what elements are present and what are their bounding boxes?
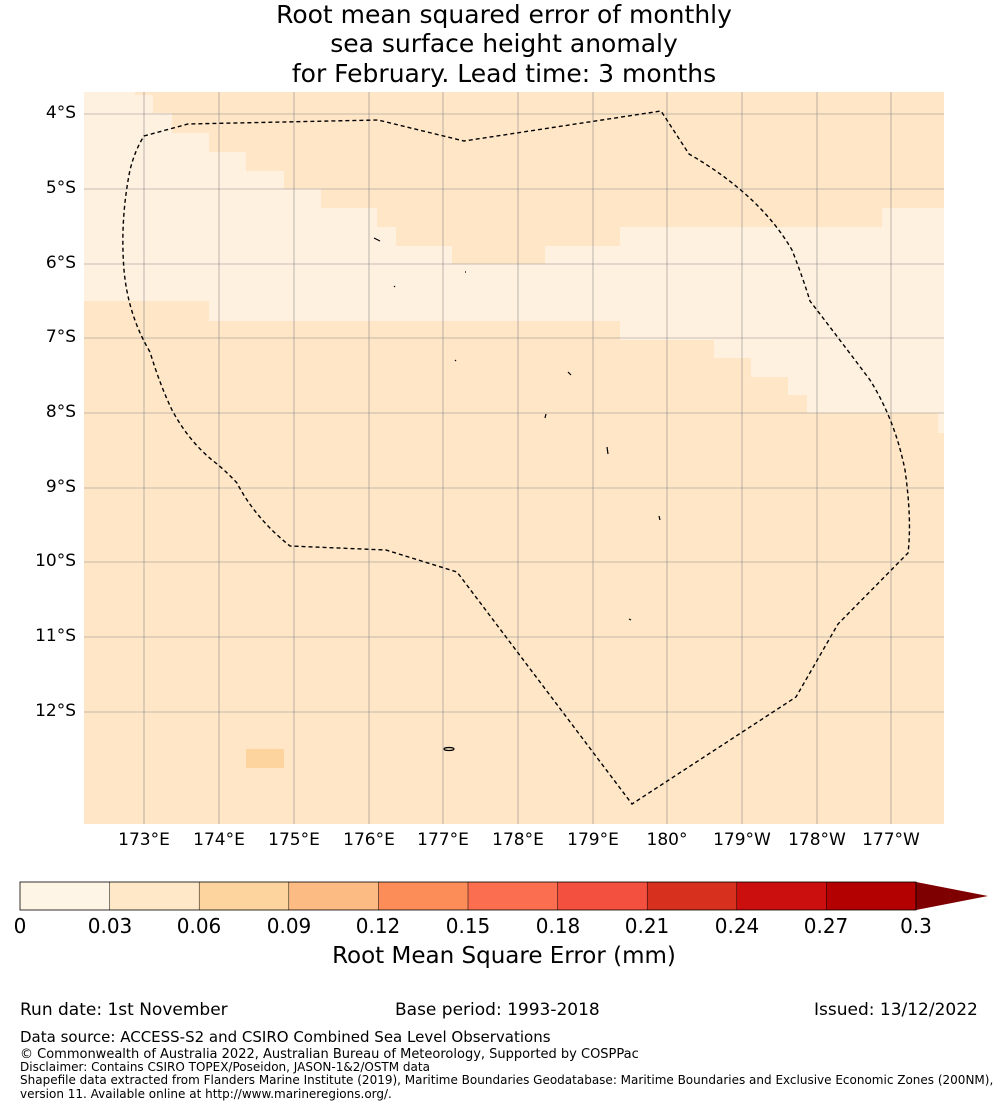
island [393, 285, 396, 288]
lon-label-173e: 173°E [118, 830, 170, 850]
colorbar-frame [19, 881, 917, 911]
colorbar-tick-label: 0.27 [803, 914, 849, 938]
island [454, 359, 457, 362]
island [373, 237, 381, 242]
colorbar-bin [199, 882, 290, 910]
lon-label-174e: 174°E [193, 830, 245, 850]
lon-label-175e: 175°E [268, 830, 320, 850]
data-source: Data source: ACCESS-S2 and CSIRO Combine… [20, 1028, 551, 1046]
lat-label-5s: 5°S [45, 178, 76, 198]
colorbar [19, 881, 988, 911]
colorbar-tick-label: 0.06 [176, 914, 222, 938]
eez-boundary [122, 110, 911, 805]
colorbar-bin [826, 882, 917, 910]
lon-label-177w: 177°W [862, 830, 920, 850]
title-line-2: sea surface height anomaly [330, 29, 678, 58]
colorbar-bin [557, 882, 648, 910]
colorbar-tick-label: 0.12 [355, 914, 401, 938]
graticule [84, 92, 944, 824]
island [628, 618, 632, 621]
issued-date: Issued: 13/12/2022 [814, 1000, 978, 1020]
lat-label-11s: 11°S [35, 626, 76, 646]
colorbar-tick-label: 0.24 [714, 914, 760, 938]
lat-label-10s: 10°S [35, 551, 76, 571]
colorbar-bin [647, 882, 738, 910]
title-line-3: for February. Lead time: 3 months [291, 59, 717, 88]
title-line-1: Root mean squared error of monthly [276, 0, 732, 29]
island [544, 413, 547, 419]
rmse-field-lowest-bin [84, 92, 944, 433]
lon-label-176e: 176°E [343, 830, 395, 850]
colorbar-tick-label: 0.3 [900, 914, 932, 938]
lon-label-179e: 179°E [567, 830, 619, 850]
colorbar-tick-label: 0.15 [445, 914, 491, 938]
lon-label-177e: 177°E [417, 830, 469, 850]
lon-label-179w: 179°W [713, 830, 771, 850]
colorbar-bin [378, 882, 469, 910]
lon-label-178e: 178°E [492, 830, 544, 850]
colorbar-tick-label: 0.09 [266, 914, 312, 938]
island [658, 515, 661, 521]
islands [373, 237, 661, 752]
copyright: © Commonwealth of Australia 2022, Austra… [20, 1047, 639, 1062]
map-panel [84, 92, 944, 824]
base-period: Base period: 1993-2018 [395, 1000, 600, 1020]
lon-label-178w: 178°W [788, 830, 846, 850]
colorbar-bin [468, 882, 559, 910]
island [606, 446, 609, 455]
colorbar-label: Root Mean Square Error (mm) [332, 943, 676, 969]
rmse-field-cell-006-009 [246, 749, 284, 768]
colorbar-tick-label: 0.21 [624, 914, 670, 938]
lat-label-6s: 6°S [45, 253, 76, 273]
shapefile-credit-line-2: version 11. Available online at http://w… [20, 1087, 392, 1101]
lat-label-9s: 9°S [45, 477, 76, 497]
lon-label-180: 180° [646, 830, 688, 850]
colorbar-tick-label: 0.18 [535, 914, 581, 938]
colorbar-bin [288, 882, 379, 910]
colorbar-tick-label: 0 [13, 914, 27, 938]
shapefile-credit-line-1: Shapefile data extracted from Flanders M… [20, 1073, 994, 1087]
run-date: Run date: 1st November [20, 1000, 228, 1020]
lat-label-12s: 12°S [35, 701, 76, 721]
island [567, 371, 572, 376]
colorbar-tick-label: 0.03 [87, 914, 133, 938]
colorbar-bin [20, 882, 111, 910]
lat-label-7s: 7°S [45, 327, 76, 347]
colorbar-extend-arrow [916, 882, 988, 910]
island [443, 746, 455, 752]
lat-label-4s: 4°S [45, 103, 76, 123]
colorbar-bin [736, 882, 827, 910]
disclaimer: Disclaimer: Contains CSIRO TOPEX/Poseido… [20, 1060, 430, 1074]
colorbar-bin [109, 882, 200, 910]
lat-label-8s: 8°S [45, 402, 76, 422]
